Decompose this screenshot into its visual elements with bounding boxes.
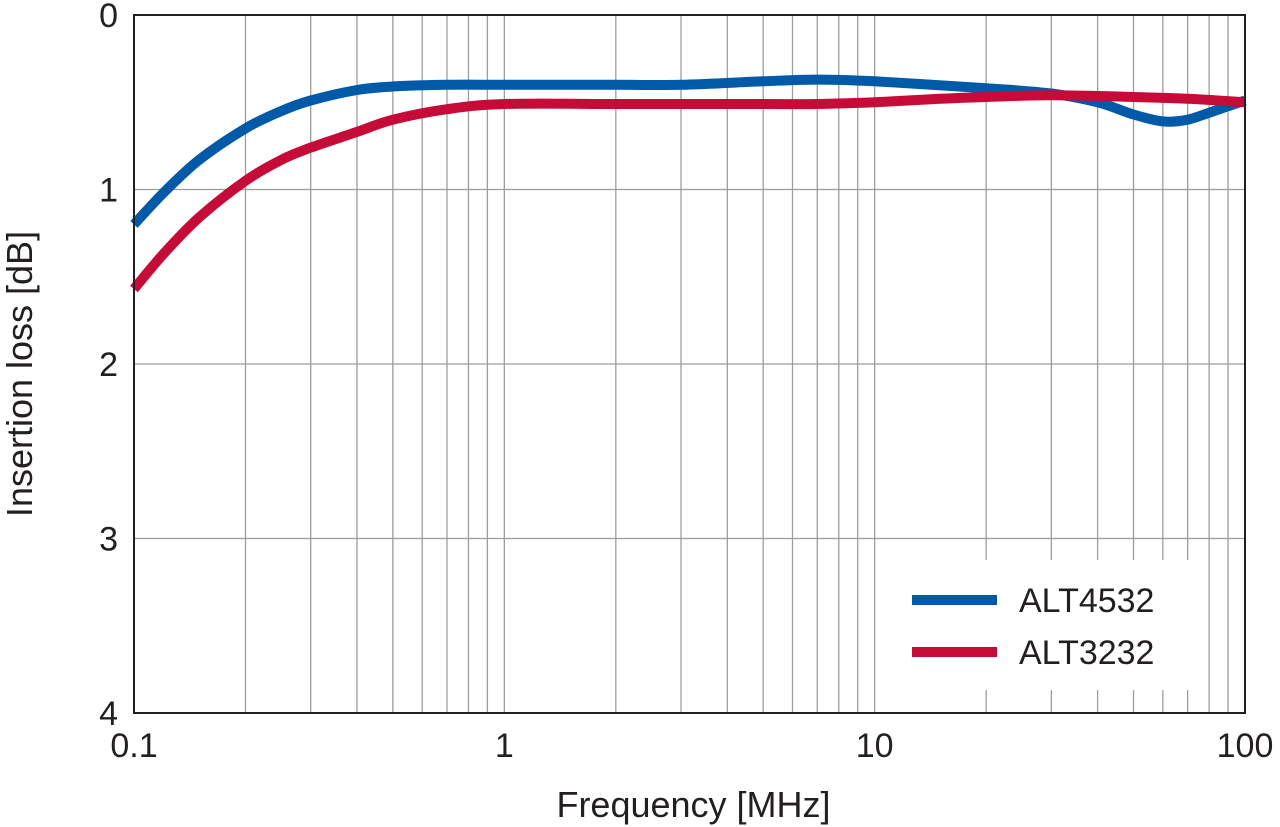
x-tick-label: 1 — [495, 727, 514, 765]
x-tick-label: 0.1 — [110, 727, 157, 765]
legend-label-alt4532: ALT4532 — [1019, 582, 1154, 620]
y-tick-label: 2 — [99, 346, 118, 384]
plot-frame — [133, 14, 1246, 714]
x-tick-label: 100 — [1217, 727, 1274, 765]
x-axis-title: Frequency [MHz] — [556, 784, 830, 825]
y-axis-tick-labels: 0 1 2 3 4 — [99, 0, 118, 733]
x-tick-label: 10 — [856, 727, 894, 765]
y-tick-label: 1 — [99, 172, 118, 210]
x-axis-tick-labels: 0.1 1 10 100 — [110, 727, 1273, 765]
y-tick-label: 0 — [99, 0, 118, 35]
series-line-alt3232 — [130, 90, 1246, 293]
y-tick-label: 3 — [99, 521, 118, 559]
series-line-alt4532 — [130, 74, 1247, 228]
series-lines — [130, 74, 1247, 293]
legend-background — [898, 560, 1198, 690]
legend: ALT4532 ALT3232 — [912, 582, 1154, 672]
y-axis-title: Insertion loss [dB] — [0, 231, 40, 517]
y-tick-label: 4 — [99, 695, 118, 733]
legend-label-alt3232: ALT3232 — [1019, 634, 1154, 672]
